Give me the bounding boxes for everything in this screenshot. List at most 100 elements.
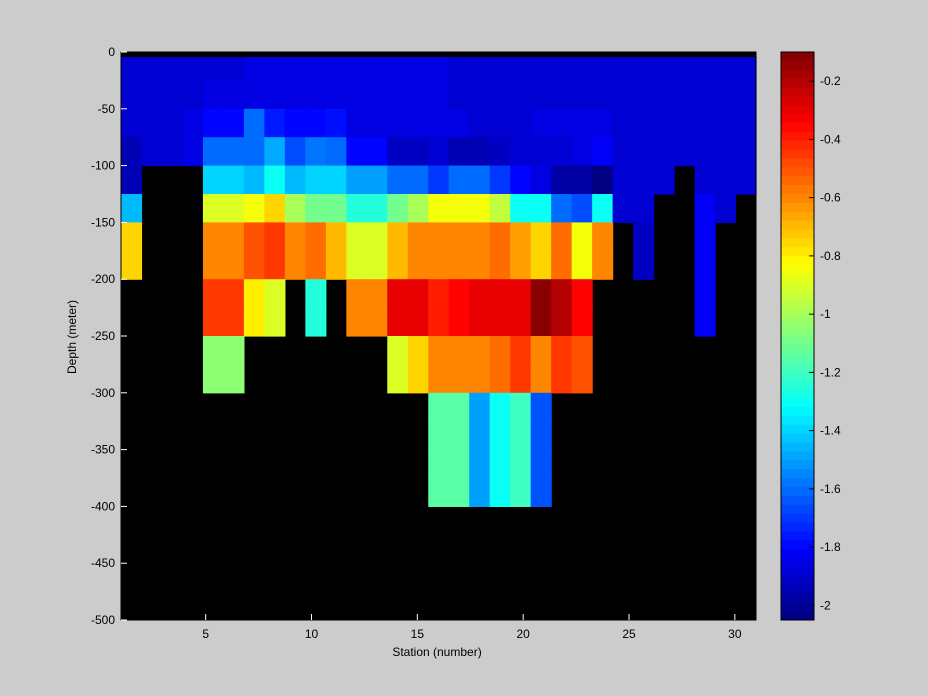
heatmap-cell <box>551 57 573 81</box>
heatmap-cell <box>223 194 245 223</box>
colorbar-tick-label: -0.6 <box>820 191 841 205</box>
heatmap-cell <box>202 57 225 81</box>
heatmap-cell <box>592 80 614 110</box>
heatmap-cell <box>202 80 225 110</box>
colorbar-tick-label: -2 <box>820 598 831 612</box>
colorbar-step <box>781 52 814 62</box>
colorbar-step <box>781 557 814 568</box>
heatmap-cell <box>264 279 286 309</box>
heatmap-cell <box>489 336 511 365</box>
heatmap-cell <box>469 392 491 422</box>
heatmap-cell <box>305 250 327 280</box>
heatmap-cell <box>428 80 450 110</box>
heatmap-cell <box>202 250 225 280</box>
colorbar-step <box>781 442 814 452</box>
colorbar-step <box>781 131 814 142</box>
heatmap-cell <box>530 137 552 167</box>
heatmap-cell <box>469 137 491 167</box>
heatmap-cell <box>551 165 573 195</box>
heatmap-cell <box>407 165 429 195</box>
colorbar-step <box>781 398 814 408</box>
heatmap-cell <box>510 392 532 422</box>
heatmap-cell <box>243 137 265 167</box>
heatmap-cell <box>674 57 696 81</box>
colorbar-tick-label: -0.4 <box>820 132 841 146</box>
heatmap-cell <box>571 194 593 223</box>
heatmap-cell <box>366 137 388 167</box>
heatmap-cell <box>469 57 491 81</box>
heatmap-cell <box>694 165 716 195</box>
heatmap-cell <box>407 137 429 167</box>
heatmap-cell <box>674 137 696 167</box>
heatmap-cell <box>653 108 675 138</box>
colorbar-step <box>781 220 814 231</box>
heatmap-cell <box>121 194 143 223</box>
heatmap-cell <box>284 165 306 195</box>
heatmap-cell <box>530 165 552 195</box>
heatmap-cell <box>387 194 409 223</box>
heatmap-cell <box>366 165 388 195</box>
heatmap-cell <box>141 57 163 81</box>
heatmap-cell <box>735 108 757 138</box>
heatmap-cell <box>305 279 327 309</box>
heatmap-cell <box>510 250 532 280</box>
heatmap-cell <box>182 80 204 110</box>
heatmap-cell <box>121 137 143 167</box>
heatmap-cell <box>428 421 450 451</box>
heatmap-cell <box>407 279 429 309</box>
heatmap-cell <box>366 80 388 110</box>
heatmap-cell <box>202 194 225 223</box>
colorbar-step <box>781 513 814 523</box>
heatmap-cell <box>264 194 286 223</box>
heatmap-cell <box>551 194 573 223</box>
heatmap-cell <box>428 165 450 195</box>
colorbar-step <box>781 318 814 328</box>
heatmap-cell <box>715 165 737 195</box>
heatmap-cell <box>469 478 491 507</box>
heatmap-cell <box>223 364 245 394</box>
heatmap-cell <box>448 478 470 507</box>
heatmap-cell <box>223 307 245 337</box>
heatmap-cell <box>264 108 286 138</box>
heatmap-cell <box>202 364 225 394</box>
heatmap-cell <box>264 307 286 337</box>
heatmap-cell <box>469 307 491 337</box>
heatmap-cell <box>387 165 409 195</box>
heatmap-cell <box>448 137 470 167</box>
heatmap-cell <box>161 80 184 110</box>
heatmap-cell <box>510 165 532 195</box>
heatmap-cell <box>694 307 716 337</box>
heatmap-cell <box>243 80 265 110</box>
heatmap-cell <box>510 108 532 138</box>
heatmap-cell <box>161 137 184 167</box>
heatmap-cell <box>571 137 593 167</box>
colorbar-step <box>781 424 814 435</box>
heatmap-cell <box>571 307 593 337</box>
colorbar-tick-label: -1 <box>820 307 831 321</box>
heatmap-cell <box>346 80 368 110</box>
heatmap-cells <box>121 52 757 620</box>
colorbar-step <box>781 433 814 444</box>
heatmap-cell <box>469 421 491 451</box>
y-tick-label: -300 <box>91 386 115 400</box>
heatmap-cell <box>305 307 327 337</box>
colorbar-step <box>781 451 814 461</box>
heatmap-cell <box>551 336 573 365</box>
heatmap-cell <box>694 137 716 167</box>
colorbar-step <box>781 407 814 417</box>
colorbar-step <box>781 149 814 160</box>
heatmap-cell <box>305 108 327 138</box>
heatmap-cell <box>612 108 634 138</box>
heatmap-cell <box>530 421 552 451</box>
heatmap-cell <box>469 449 491 479</box>
y-tick-label: -500 <box>91 613 115 627</box>
heatmap-cell <box>264 250 286 280</box>
colorbar-step <box>781 522 814 532</box>
heatmap-cell <box>530 307 552 337</box>
heatmap-cell <box>346 57 368 81</box>
heatmap-cell <box>510 80 532 110</box>
x-axis-label: Station (number) <box>392 645 481 659</box>
colorbar-step <box>781 123 814 133</box>
heatmap-cell <box>592 222 614 252</box>
colorbar-step <box>781 389 814 399</box>
